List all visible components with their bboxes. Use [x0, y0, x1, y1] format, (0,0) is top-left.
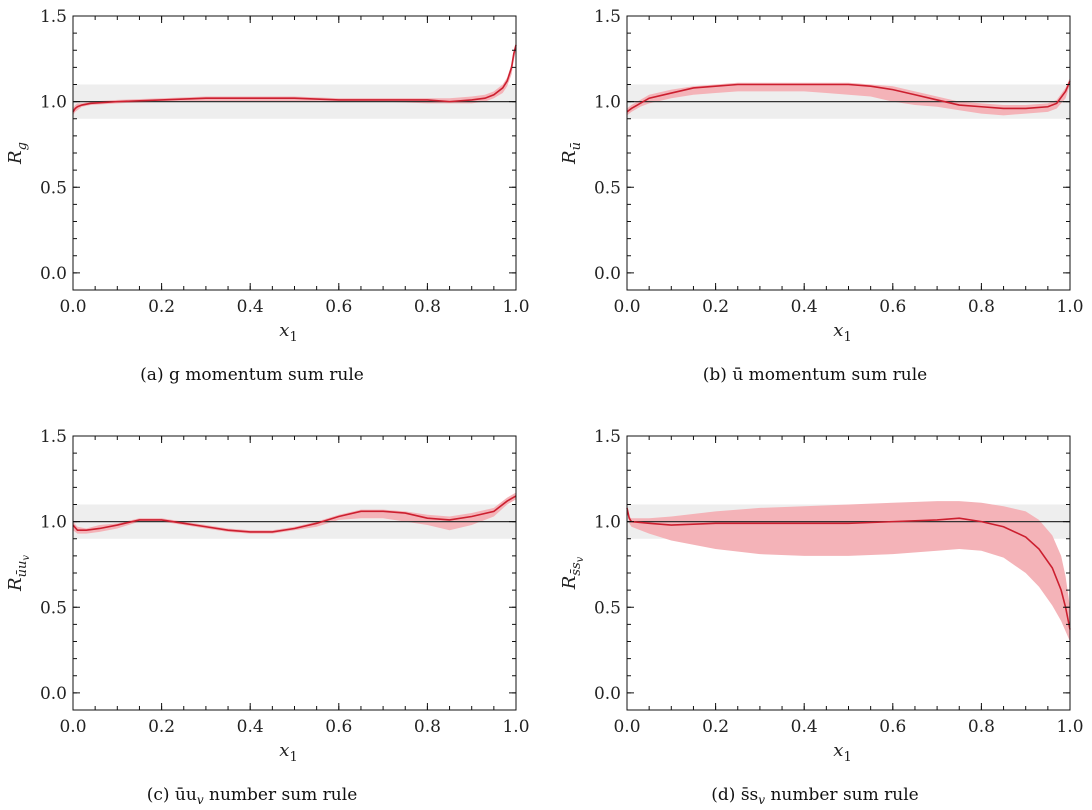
x-tick-label: 1.0: [502, 297, 529, 317]
x-axis-label-sub: 1: [843, 750, 851, 765]
x-tick-label: 0.4: [237, 717, 264, 737]
x-tick-label: 0.2: [702, 717, 729, 737]
x-tick-label: 0.0: [613, 297, 640, 317]
y-axis-label: Rg: [5, 142, 30, 165]
x-tick-label: 0.0: [613, 717, 640, 737]
ratio-line-0: [72, 44, 517, 113]
y-tick-label: 0.0: [594, 684, 621, 704]
x-axis-label: x1: [279, 320, 297, 345]
y-axis-label-sub: g: [15, 142, 30, 150]
uncertainty-band-0: [73, 41, 516, 116]
panel-caption-sub: v: [197, 793, 204, 807]
x-axis-label: x1: [833, 320, 851, 345]
y-tick-label: 0.5: [40, 598, 67, 618]
y-tick-label: 1.0: [594, 93, 621, 113]
y-tick-label: 0.0: [40, 684, 67, 704]
y-tick-label: 1.5: [40, 427, 67, 447]
plot-frame: [72, 15, 517, 291]
y-tick-label: 0.5: [594, 178, 621, 198]
y-tick-label: 0.0: [40, 264, 67, 284]
panel-d: 0.0 0.2 0.4 0.6 0.8 1.0 0.0 0.5 1.0 1.5 x1 Rs̄sv (d)…: [559, 427, 1084, 807]
x-tick-label: 0.2: [148, 297, 175, 317]
x-tick-label: 0.6: [879, 297, 906, 317]
y-tick-label: 1.0: [594, 513, 621, 533]
x-tick-label: 0.0: [59, 297, 86, 317]
y-axis-label-sub: ū: [569, 142, 584, 150]
y-axis-label-sub: ūu: [15, 561, 30, 578]
panel-caption-sub: v: [758, 793, 765, 807]
panel-caption: (d) s̄sv number sum rule: [711, 785, 918, 807]
y-tick-label: 0.5: [40, 178, 67, 198]
ratio-line-0: [626, 80, 1071, 113]
panel-caption-tail: number sum rule: [204, 785, 358, 805]
y-tick-label: 1.0: [40, 93, 67, 113]
panel-b: 0.0 0.2 0.4 0.6 0.8 1.0 0.0 0.5 1.0 1.5 x1 Rū (b) ū …: [559, 7, 1084, 385]
x-axis-label-sub: 1: [289, 750, 297, 765]
y-tick-label: 0.0: [594, 264, 621, 284]
x-axis-label: x1: [279, 740, 297, 765]
panel-caption: (a) g momentum sum rule: [140, 365, 364, 385]
y-tick-label: 1.5: [40, 7, 67, 27]
panel-caption: (c) ūuv number sum rule: [147, 785, 358, 807]
x-tick-label: 0.6: [325, 297, 352, 317]
y-axis-label-subsub: v: [575, 556, 586, 562]
x-tick-label: 1.0: [1056, 297, 1083, 317]
panel-a: 0.0 0.2 0.4 0.6 0.8 1.0 0.0 0.5 1.0 1.5 x1 Rg (a) g …: [5, 7, 530, 385]
x-tick-label: 0.2: [148, 717, 175, 737]
y-axis-label: Rs̄sv: [559, 556, 586, 590]
y-tick-label: 0.5: [594, 598, 621, 618]
plot-frame: [72, 435, 517, 711]
plot-frame: [626, 435, 1071, 711]
x-tick-label: 0.2: [702, 297, 729, 317]
ratio-line-0: [626, 507, 1071, 630]
panel-caption: (b) ū momentum sum rule: [703, 365, 927, 385]
x-axis-label: x1: [833, 740, 851, 765]
x-tick-label: 0.6: [879, 717, 906, 737]
x-tick-label: 0.4: [237, 297, 264, 317]
x-tick-label: 0.6: [325, 717, 352, 737]
y-tick-label: 1.5: [594, 7, 621, 27]
x-tick-label: 1.0: [1056, 717, 1083, 737]
x-tick-label: 1.0: [502, 717, 529, 737]
panel-caption-tail: number sum rule: [765, 785, 919, 805]
x-tick-label: 0.0: [59, 717, 86, 737]
y-axis-label: Rū: [559, 142, 584, 165]
x-tick-label: 0.8: [968, 297, 995, 317]
x-tick-label: 0.4: [791, 717, 818, 737]
x-tick-label: 0.8: [414, 717, 441, 737]
y-axis-label-subsub: v: [21, 555, 32, 561]
x-tick-label: 0.8: [968, 717, 995, 737]
uncertainty-band-0: [627, 77, 1070, 116]
y-tick-label: 1.0: [40, 513, 67, 533]
plot-frame: [626, 15, 1071, 291]
y-tick-label: 1.5: [594, 427, 621, 447]
x-tick-label: 0.4: [791, 297, 818, 317]
uncertainty-band-0: [627, 501, 1070, 642]
ratio-line-0: [72, 495, 517, 533]
panel-c: 0.0 0.2 0.4 0.6 0.8 1.0 0.0 0.5 1.0 1.5 x1 Rūuv (c) …: [5, 427, 530, 807]
x-axis-label-sub: 1: [843, 330, 851, 345]
x-axis-label-sub: 1: [289, 330, 297, 345]
y-axis-label: Rūuv: [5, 555, 32, 592]
x-tick-label: 0.8: [414, 297, 441, 317]
y-axis-label-sub: s̄s: [569, 562, 584, 576]
